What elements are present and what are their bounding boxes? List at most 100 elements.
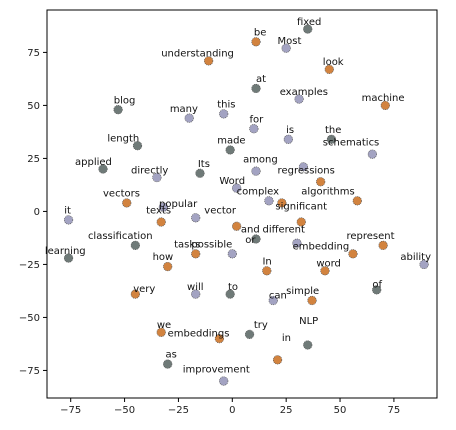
data-point (272, 355, 283, 365)
word-label: algorithms (301, 186, 354, 197)
y-tick-label: −50 (19, 313, 40, 324)
word-label: ability (400, 252, 431, 263)
data-point (191, 249, 201, 259)
word-label: simple (286, 286, 319, 297)
data-point (122, 198, 132, 208)
word-label: will (187, 282, 204, 293)
data-point (268, 295, 278, 306)
word-label: possible (191, 239, 232, 250)
data-point (251, 166, 261, 176)
data-point (163, 261, 173, 272)
word-label: or (245, 235, 256, 246)
x-tick-label: −50 (114, 405, 135, 416)
data-point (130, 240, 140, 250)
word-label: word (316, 259, 341, 270)
word-label: embeddings (168, 329, 230, 340)
y-tick-label: 75 (27, 48, 40, 59)
data-point (204, 56, 214, 66)
word-label: of (372, 280, 382, 291)
y-tick-label: 25 (27, 154, 40, 165)
data-point (158, 202, 168, 212)
data-point (251, 83, 261, 94)
data-point (244, 329, 255, 339)
word-label: NLP (299, 316, 318, 327)
word-label: very (133, 284, 155, 295)
data-point (249, 124, 259, 134)
data-point (292, 238, 302, 248)
data-point (283, 134, 293, 144)
word-label: and (241, 225, 260, 236)
word-label: different (262, 225, 305, 236)
x-tick-label: 0 (229, 405, 235, 416)
word-label: length (107, 133, 139, 144)
word-label: Word (219, 176, 245, 187)
x-tick-label: 75 (388, 405, 401, 416)
word-label: machine (362, 93, 405, 104)
data-point (225, 289, 235, 299)
word-label: many (170, 104, 198, 115)
data-point (264, 196, 274, 206)
data-point (232, 183, 242, 193)
plot-area: −75 −50 −25 0 25 50 75 −75 −50 −25 0 25 50 75 fixed be M… (19, 9, 438, 416)
x-tick-label: 50 (334, 405, 347, 416)
word-label: vector (204, 206, 237, 217)
word-label: to (228, 282, 238, 293)
y-tick-label: 50 (27, 101, 40, 112)
data-point (156, 327, 166, 337)
data-point (352, 196, 362, 206)
data-point (320, 266, 330, 276)
word-label: regressions (278, 165, 335, 176)
data-point (152, 172, 162, 183)
data-point (195, 168, 205, 178)
data-point (63, 215, 74, 225)
word-label: classification (88, 231, 153, 242)
x-tick-label: 25 (280, 405, 293, 416)
data-point (277, 198, 287, 208)
word-label: for (250, 114, 265, 125)
data-point (214, 334, 224, 344)
word-label: directly (131, 165, 168, 176)
word-label: learning (45, 246, 86, 257)
word-label: we (157, 320, 171, 331)
data-point (316, 177, 326, 187)
data-point (232, 221, 242, 231)
data-point (191, 213, 201, 223)
data-point (372, 285, 382, 295)
data-point (294, 94, 304, 104)
y-tick-label: −75 (19, 366, 40, 377)
data-point (367, 149, 377, 159)
word-label: applied (75, 157, 112, 168)
data-point (378, 240, 388, 250)
word-label: popular (159, 199, 198, 210)
word-label: how (153, 252, 174, 263)
data-point (303, 340, 313, 350)
word-label: In (262, 256, 271, 267)
y-tick-label: −25 (19, 260, 40, 271)
data-point (132, 141, 143, 151)
data-point (219, 109, 229, 119)
data-point (184, 113, 194, 123)
data-point (251, 37, 261, 47)
word-label: look (323, 57, 344, 68)
data-point (156, 217, 166, 227)
word-label: at (256, 74, 266, 85)
data-point (98, 164, 108, 174)
word-label: examples (280, 87, 328, 98)
data-point (163, 359, 173, 369)
word-label: this (217, 100, 235, 111)
word-label: Most (278, 36, 302, 47)
word-label: made (217, 136, 245, 147)
word-label: vectors (103, 189, 140, 200)
data-point (348, 249, 358, 259)
word-label: the (325, 125, 341, 136)
data-point (326, 134, 337, 144)
y-tick-label: 0 (34, 207, 40, 218)
data-point (219, 376, 229, 386)
word-label: can (269, 290, 287, 301)
data-point (251, 234, 261, 244)
word-label: in (282, 333, 291, 344)
word-label: fixed (297, 17, 321, 28)
data-point (225, 145, 235, 155)
word-label: understanding (161, 49, 234, 60)
